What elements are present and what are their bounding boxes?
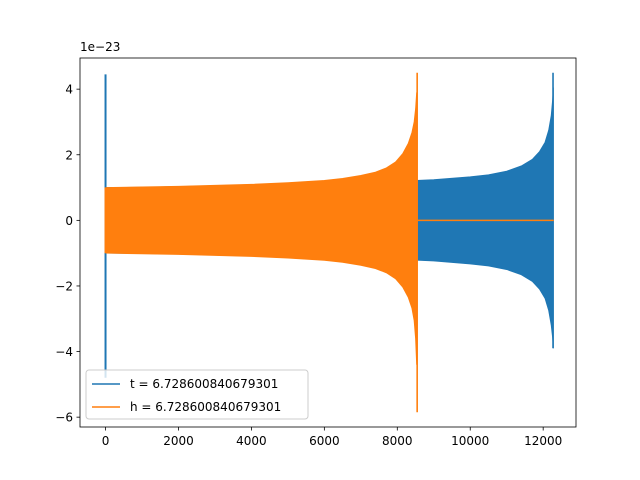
series-1: [104, 72, 554, 413]
x-tick-label: 4000: [236, 434, 267, 448]
series-layer: [104, 72, 554, 413]
y-scale-label: 1e−23: [80, 40, 120, 54]
x-tick-label: 10000: [451, 434, 489, 448]
x-tick-label: 0: [102, 434, 110, 448]
x-tick-label: 6000: [309, 434, 340, 448]
axes-frame: [79, 57, 577, 428]
x-tick-label: 12000: [524, 434, 562, 448]
y-tick-label: −2: [55, 279, 73, 293]
legend: t = 6.728600840679301 h = 6.728600840679…: [85, 369, 309, 420]
legend-frame: [85, 369, 309, 420]
legend-label-t: t = 6.728600840679301: [130, 377, 278, 391]
y-tick-label: −4: [55, 345, 73, 359]
y-tick-label: −6: [55, 411, 73, 425]
legend-label-h: h = 6.728600840679301: [130, 400, 281, 414]
x-tick-label: 2000: [163, 434, 194, 448]
y-tick-label: 2: [65, 148, 73, 162]
y-tick-label: 4: [65, 83, 73, 97]
y-tick-label: 0: [65, 214, 73, 228]
ticks-layer: 0 2000 4000 6000 8000 10000 12000 −6 −4 −2 0 2 4: [55, 83, 562, 448]
series-1-end-cusp: [416, 72, 418, 413]
x-tick-label: 8000: [382, 434, 413, 448]
